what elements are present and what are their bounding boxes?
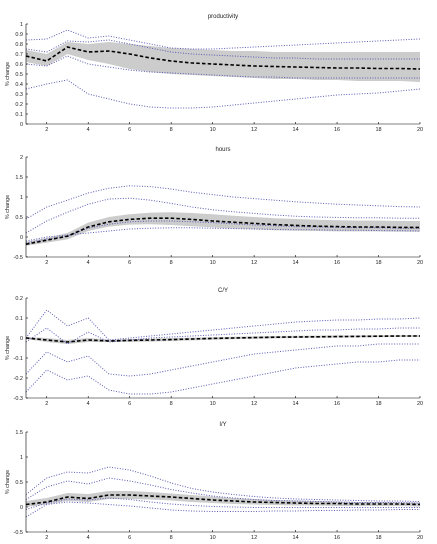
x-tick-label: 10 — [210, 127, 216, 133]
x-tick-label: 6 — [128, 535, 131, 541]
x-tick-label: 6 — [128, 260, 131, 266]
y-tick-label: 0 — [20, 122, 23, 128]
y-tick-label: -0.1 — [14, 356, 23, 362]
y-tick-label: 0.1 — [15, 112, 23, 118]
x-tick-label: 10 — [210, 401, 216, 407]
panel-hours: hours % change 2 4 6 8 10 12 14 16 18 20-0.500.51… — [5, 147, 423, 266]
x-tick-label: 2 — [45, 401, 48, 407]
median-response-line — [25, 217, 420, 245]
y-tick-label: 0.1 — [15, 316, 23, 322]
outer-lower-bound — [25, 227, 421, 242]
y-axis-label: % change — [5, 195, 11, 219]
x-tick-label: 2 — [45, 260, 48, 266]
y-tick-label: 0.3 — [15, 92, 23, 98]
x-tick-label: 12 — [251, 401, 257, 407]
x-tick-label: 20 — [417, 127, 423, 133]
x-tick-label: 8 — [170, 535, 173, 541]
x-tick-label: 2 — [45, 535, 48, 541]
outer-lower-bound — [25, 501, 420, 518]
y-tick-label: -0.2 — [14, 376, 23, 382]
x-tick-label: 6 — [128, 127, 131, 133]
x-tick-label: 2 — [45, 127, 48, 133]
x-tick-label: 20 — [417, 401, 423, 407]
x-tick-label: 4 — [87, 401, 90, 407]
y-tick-label: 0.5 — [15, 480, 23, 486]
panel-title: productivity — [208, 14, 238, 20]
outer-upper-bound — [25, 309, 421, 341]
inner-lower-bound — [25, 497, 420, 510]
median-response-line — [25, 335, 420, 343]
panel-title: I/Y — [219, 422, 226, 428]
y-tick-label: 1 — [20, 455, 23, 461]
x-tick-label: 12 — [251, 127, 257, 133]
x-tick-label: 18 — [375, 535, 381, 541]
x-tick-label: 16 — [334, 535, 340, 541]
confidence-band — [26, 42, 420, 82]
panel-c-y: C/Y % change 2 4 6 8 10 12 14 16 18 20 -0.3 -0.2 -0.… — [5, 288, 423, 407]
inner-lower-bound — [25, 55, 420, 79]
x-tick-label: 16 — [334, 127, 340, 133]
panel-i-y: I/Y % change 2 4 6 8 10 12 14 16 18 20 -0.5 0 0.5 1 1.… — [5, 422, 423, 541]
x-tick-label: 14 — [293, 127, 299, 133]
y-tick-label: -0.5 — [14, 255, 23, 261]
y-tick-label: 0.5 — [15, 215, 23, 221]
x-tick-label: 4 — [87, 260, 90, 266]
y-tick-label: 0 — [20, 336, 23, 342]
y-tick-label: 0 — [20, 235, 23, 241]
x-tick-label: 4 — [87, 535, 90, 541]
x-tick-label: 8 — [170, 401, 173, 407]
panel-title: C/Y — [218, 288, 228, 294]
y-tick-label: 1.5 — [15, 430, 23, 436]
y-tick-label: 0 — [20, 505, 23, 511]
x-tick-label: 14 — [293, 401, 299, 407]
panel-title: hours — [215, 147, 230, 153]
y-tick-label: 0.9 — [15, 32, 23, 38]
y-tick-label: -0.5 — [14, 530, 23, 536]
y-axis-label: % change — [5, 336, 11, 360]
x-tick-label: 20 — [417, 260, 423, 266]
x-tick-label: 8 — [170, 260, 173, 266]
inner-lower-bound — [25, 343, 420, 377]
y-tick-label: 0.7 — [15, 52, 23, 58]
y-tick-label: 1 — [20, 22, 23, 28]
x-tick-label: 14 — [293, 535, 299, 541]
x-tick-label: 12 — [251, 260, 257, 266]
x-tick-label: 16 — [334, 260, 340, 266]
y-axis-label: % change — [5, 62, 11, 86]
x-tick-label: 6 — [128, 401, 131, 407]
outer-lower-bound — [25, 359, 420, 395]
outer-upper-bound — [25, 29, 421, 50]
x-tick-label: 10 — [210, 260, 216, 266]
y-tick-label: 0.5 — [15, 72, 23, 78]
outer-lower-bound — [25, 79, 421, 109]
x-tick-label: 18 — [375, 401, 381, 407]
x-tick-label: 18 — [375, 260, 381, 266]
confidence-band — [26, 335, 420, 344]
median-response-line — [25, 46, 421, 70]
y-tick-label: 1 — [20, 195, 23, 201]
x-tick-label: 10 — [210, 535, 216, 541]
y-tick-label: 0.2 — [15, 296, 23, 302]
x-tick-label: 20 — [417, 535, 423, 541]
inner-upper-bound — [25, 477, 421, 504]
y-tick-label: -0.3 — [14, 396, 23, 402]
y-tick-label: 1.5 — [15, 175, 23, 181]
y-tick-label: 0.6 — [15, 62, 23, 68]
x-tick-label: 16 — [334, 401, 340, 407]
x-tick-label: 18 — [375, 127, 381, 133]
outer-upper-bound — [25, 185, 421, 220]
y-axis-label: % change — [5, 470, 11, 494]
confidence-band — [26, 212, 420, 246]
x-tick-label: 8 — [170, 127, 173, 133]
y-tick-label: 0.8 — [15, 42, 23, 48]
x-tick-label: 14 — [293, 260, 299, 266]
x-tick-label: 12 — [251, 535, 257, 541]
panel-productivity: productivity % change 2 4 6 8 10 12 14 16 18 20 0 0… — [5, 14, 423, 133]
y-tick-label: 2 — [20, 155, 23, 161]
inner-upper-bound — [25, 327, 420, 345]
y-tick-label: 0.4 — [15, 82, 23, 88]
x-tick-label: 4 — [87, 127, 90, 133]
y-tick-label: 0.2 — [15, 102, 23, 108]
